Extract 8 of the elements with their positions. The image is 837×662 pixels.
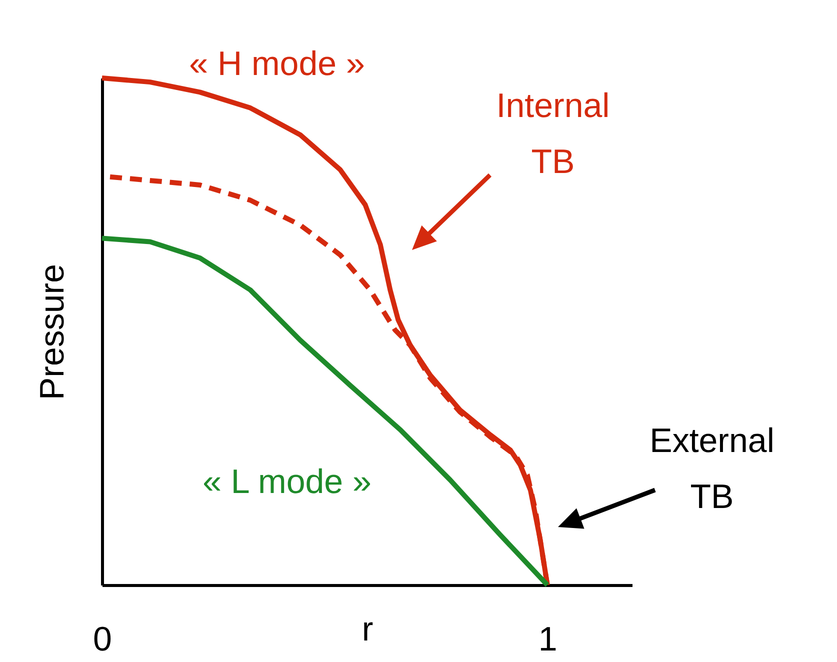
series-label: « H mode »: [189, 45, 365, 83]
x-tick-label: 0: [93, 620, 112, 658]
x-tick-label: 1: [538, 620, 558, 658]
x-axis-title: r: [362, 610, 374, 648]
y-axis-title: Pressure: [34, 264, 72, 400]
series-label: « L mode »: [202, 463, 372, 501]
annotation: Internal TB: [496, 87, 610, 181]
text: External TB: [650, 422, 774, 516]
